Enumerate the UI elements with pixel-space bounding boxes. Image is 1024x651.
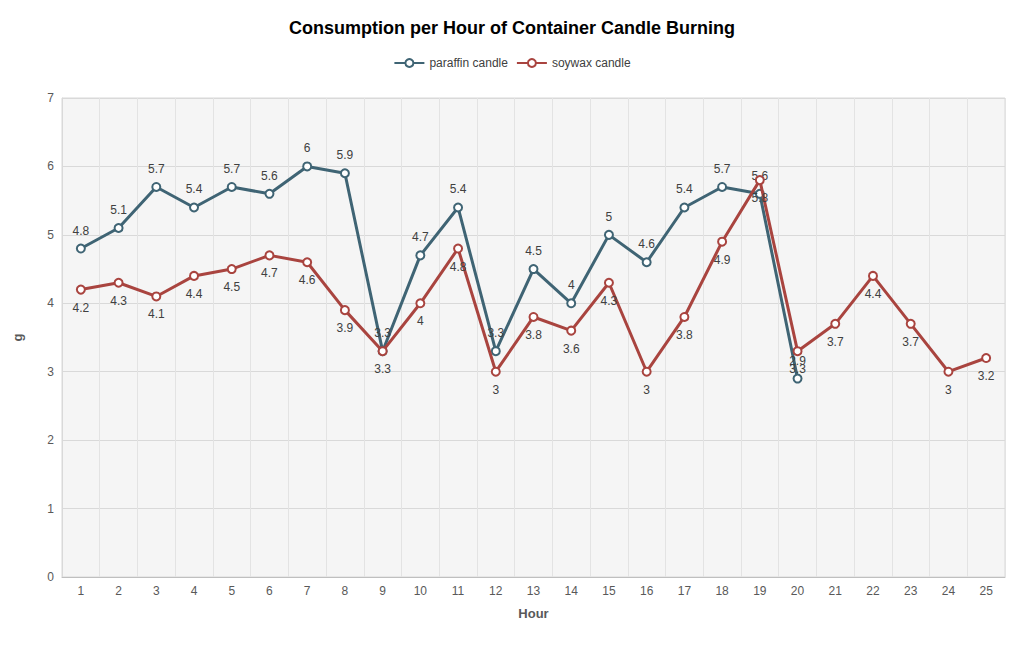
svg-text:23: 23 xyxy=(904,584,918,598)
svg-text:5: 5 xyxy=(47,228,54,242)
svg-text:6: 6 xyxy=(47,159,54,173)
svg-text:12: 12 xyxy=(489,584,503,598)
svg-text:8: 8 xyxy=(342,584,349,598)
svg-text:10: 10 xyxy=(414,584,428,598)
svg-text:3.3: 3.3 xyxy=(374,362,391,376)
svg-text:3.9: 3.9 xyxy=(337,321,354,335)
svg-text:3.3: 3.3 xyxy=(789,362,806,376)
svg-text:7: 7 xyxy=(304,584,311,598)
svg-text:2: 2 xyxy=(115,584,122,598)
svg-text:22: 22 xyxy=(866,584,880,598)
svg-text:4.8: 4.8 xyxy=(73,224,90,238)
svg-text:1: 1 xyxy=(47,502,54,516)
svg-text:3.7: 3.7 xyxy=(827,335,844,349)
svg-text:4.4: 4.4 xyxy=(186,287,203,301)
svg-text:3.8: 3.8 xyxy=(676,328,693,342)
svg-text:24: 24 xyxy=(942,584,956,598)
svg-text:5.4: 5.4 xyxy=(186,182,203,196)
svg-text:Consumption per Hour of Contai: Consumption per Hour of Container Candle… xyxy=(289,18,735,38)
svg-text:4.5: 4.5 xyxy=(223,280,240,294)
svg-text:g: g xyxy=(10,333,25,341)
svg-text:4: 4 xyxy=(568,278,575,292)
svg-text:4.7: 4.7 xyxy=(261,266,278,280)
svg-text:5.6: 5.6 xyxy=(751,168,769,183)
svg-text:5: 5 xyxy=(606,210,613,224)
svg-text:6: 6 xyxy=(304,141,311,155)
svg-text:soywax candle: soywax candle xyxy=(552,56,631,70)
svg-text:25: 25 xyxy=(979,584,993,598)
svg-text:5.4: 5.4 xyxy=(450,182,467,196)
svg-text:3: 3 xyxy=(153,584,160,598)
svg-text:5.8: 5.8 xyxy=(751,191,768,205)
svg-text:4: 4 xyxy=(417,314,424,328)
svg-text:3.7: 3.7 xyxy=(902,335,919,349)
svg-text:4.7: 4.7 xyxy=(412,230,429,244)
svg-text:4.6: 4.6 xyxy=(299,273,316,287)
svg-text:11: 11 xyxy=(452,584,465,598)
svg-text:5.1: 5.1 xyxy=(110,203,127,217)
svg-text:14: 14 xyxy=(565,584,579,598)
svg-text:3.2: 3.2 xyxy=(978,369,995,383)
svg-text:20: 20 xyxy=(791,584,805,598)
svg-text:4.6: 4.6 xyxy=(638,237,655,251)
svg-text:15: 15 xyxy=(602,584,616,598)
svg-text:3: 3 xyxy=(945,383,952,397)
svg-text:4.1: 4.1 xyxy=(148,307,165,321)
svg-text:3.3: 3.3 xyxy=(487,326,504,340)
svg-text:paraffin candle: paraffin candle xyxy=(429,56,508,70)
svg-text:3: 3 xyxy=(643,383,650,397)
svg-text:Hour: Hour xyxy=(518,606,548,621)
svg-text:5.7: 5.7 xyxy=(223,162,240,176)
svg-text:3.6: 3.6 xyxy=(563,342,580,356)
svg-text:17: 17 xyxy=(678,584,692,598)
svg-text:5.9: 5.9 xyxy=(337,148,354,162)
svg-text:2: 2 xyxy=(47,433,54,447)
svg-text:4.4: 4.4 xyxy=(865,287,882,301)
svg-text:3.8: 3.8 xyxy=(525,328,542,342)
svg-text:3: 3 xyxy=(47,365,54,379)
svg-text:5.7: 5.7 xyxy=(148,162,165,176)
svg-text:5: 5 xyxy=(228,584,235,598)
svg-text:5.4: 5.4 xyxy=(676,182,693,196)
svg-text:4.3: 4.3 xyxy=(110,294,127,308)
svg-text:4.5: 4.5 xyxy=(525,244,542,258)
svg-text:0: 0 xyxy=(47,570,54,584)
svg-text:16: 16 xyxy=(640,584,654,598)
svg-text:4.3: 4.3 xyxy=(601,294,618,308)
svg-text:5.6: 5.6 xyxy=(261,169,278,183)
svg-text:5.7: 5.7 xyxy=(714,162,731,176)
svg-text:4.2: 4.2 xyxy=(73,301,90,315)
svg-text:1: 1 xyxy=(78,584,85,598)
svg-text:18: 18 xyxy=(715,584,729,598)
svg-text:6: 6 xyxy=(266,584,273,598)
svg-text:4: 4 xyxy=(191,584,198,598)
svg-text:3.3: 3.3 xyxy=(374,326,391,340)
svg-text:9: 9 xyxy=(379,584,386,598)
svg-text:13: 13 xyxy=(527,584,541,598)
svg-text:21: 21 xyxy=(829,584,843,598)
svg-text:19: 19 xyxy=(753,584,767,598)
svg-text:4.9: 4.9 xyxy=(714,253,731,267)
svg-text:4.8: 4.8 xyxy=(450,260,467,274)
svg-text:7: 7 xyxy=(47,91,54,105)
svg-text:4: 4 xyxy=(47,296,54,310)
svg-text:3: 3 xyxy=(492,383,499,397)
